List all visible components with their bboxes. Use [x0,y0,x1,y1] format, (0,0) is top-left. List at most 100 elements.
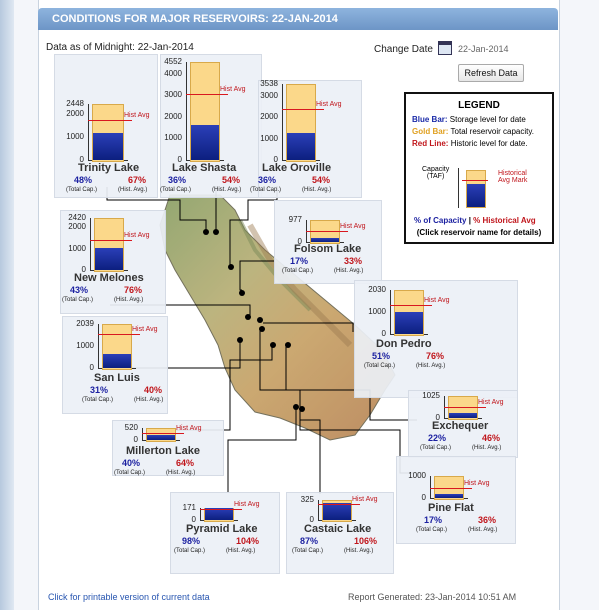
total-cap-caption: (Total Cap.) [420,445,452,451]
reservoir-name-link[interactable]: Castaic Lake [304,523,372,535]
hist-avg-caption: (Hist. Avg.) [416,363,446,369]
legend-sample-chart [458,168,492,208]
reservoir-dot [213,229,219,235]
tick-label: 0 [89,363,94,372]
hist-avg-caption: (Hist. Avg.) [302,187,332,193]
hist-avg-label: Hist Avg [176,425,202,432]
storage-bar [95,248,123,270]
storage-bar [323,503,351,520]
report-generated: Report Generated: 23-Jan-2014 10:51 AM [348,592,517,602]
reservoir-card [396,456,516,544]
storage-bar [93,133,123,160]
hist-avg-label: Hist Avg [478,399,504,406]
data-as-of: Data as of Midnight: 22-Jan-2014 [46,42,194,53]
pct-capacity: 98% [182,536,201,546]
storage-bar [311,238,339,242]
tick-label: 977 [288,215,302,224]
legend-box: LEGEND Blue Bar: Storage level for date … [404,92,554,244]
reservoir-dot [237,337,243,343]
refresh-data-button[interactable]: Refresh Data [458,64,524,82]
tick-label: 0 [309,515,314,524]
tick-label: 1000 [164,133,182,143]
tick-label: 4000 [164,68,182,78]
pct-capacity: 17% [424,515,443,525]
total-cap-caption: (Total Cap.) [174,548,206,554]
legend-gold: Gold Bar: Total reservoir capacity. [412,127,534,136]
total-cap-caption: (Total Cap.) [416,527,448,533]
total-cap-caption: (Total Cap.) [364,363,396,369]
tick-label: 171 [182,503,196,512]
reservoir-name-link[interactable]: New Melones [74,272,144,284]
hist-avg-caption: (Hist. Avg.) [344,548,374,554]
hist-avg-label: Hist Avg [340,223,366,230]
chart-axis [90,218,91,270]
hist-avg-line [88,120,132,121]
hist-avg-label: Hist Avg [424,297,450,304]
reservoir-name-link[interactable]: Lake Oroville [262,162,332,174]
calendar-icon[interactable] [438,41,452,55]
hist-avg-line [200,509,242,510]
reservoir-card [354,280,518,398]
storage-bar [395,312,423,334]
reservoir-name-link[interactable]: Trinity Lake [78,162,140,174]
tick-label: 2030 [368,285,386,294]
tick-label: 325 [300,495,314,504]
tick-label: 1000 [408,471,426,480]
pct-hist-avg: 104% [236,536,260,546]
tick-label: 520 [124,423,138,432]
total-cap-caption: (Total Cap.) [66,187,98,193]
reservoir-name-link[interactable]: Lake Shasta [172,162,237,174]
storage-bar [103,354,131,368]
pct-hist-avg: 36% [478,515,497,525]
total-cap-caption: (Total Cap.) [292,548,324,554]
reservoir-name-link[interactable]: Pyramid Lake [186,523,258,535]
hist-avg-label: Hist Avg [132,326,158,333]
reservoir-name-link[interactable]: Folsom Lake [294,243,362,255]
storage-bar [287,133,315,160]
reservoir-dot [228,264,234,270]
hist-avg-label: Hist Avg [220,86,246,93]
page-title: CONDITIONS FOR MAJOR RESERVOIRS: 22-JAN-… [52,13,338,25]
tick-label: 2039 [76,319,94,328]
chart-axis [282,84,283,160]
tick-label: 3000 [164,90,182,100]
pct-hist-avg: 40% [144,385,163,395]
pct-capacity: 51% [372,351,391,361]
legend-instructions: (Click reservoir name for details) [416,228,542,237]
pct-hist-avg: 54% [312,175,331,185]
pct-capacity: 87% [300,536,319,546]
reservoir-name-link[interactable]: Millerton Lake [126,445,200,457]
chart-axis [390,290,391,334]
reservoir-dot [259,326,265,332]
reservoir-name-link[interactable]: Exchequer [432,420,489,432]
reservoir-dot [239,290,245,296]
tick-label: 3000 [260,90,278,100]
hist-avg-caption: (Hist. Avg.) [468,527,498,533]
storage-bar [205,508,233,520]
hist-avg-label: Hist Avg [124,112,150,119]
title-bar: CONDITIONS FOR MAJOR RESERVOIRS: 22-JAN-… [38,8,558,30]
pct-capacity: 36% [258,175,277,185]
tick-label: 0 [79,155,84,164]
reservoir-name-link[interactable]: Pine Flat [428,502,474,514]
chart-axis [200,508,201,520]
legend-title: LEGEND [458,100,500,111]
hist-avg-line [318,504,360,505]
hist-avg-label: Hist Avg [234,501,260,508]
printable-version-link[interactable]: Click for printable version of current d… [48,592,210,602]
tick-label: 0 [381,329,386,338]
pct-hist-avg: 76% [426,351,445,361]
hist-avg-line [306,231,348,232]
tick-label: 3538 [260,79,278,88]
legend-axis [458,168,459,208]
reservoir-name-link[interactable]: San Luis [94,372,140,384]
tick-label: 0 [81,265,86,274]
reservoir-name-link[interactable]: Don Pedro [376,338,432,350]
tick-label: 0 [191,515,196,524]
tick-label: 0 [421,493,426,502]
change-date-label: Change Date [374,44,433,55]
tick-label: 0 [273,155,278,164]
pct-hist-avg: 106% [354,536,378,546]
total-cap-caption: (Total Cap.) [250,187,282,193]
hist-avg-caption: (Hist. Avg.) [166,470,196,476]
